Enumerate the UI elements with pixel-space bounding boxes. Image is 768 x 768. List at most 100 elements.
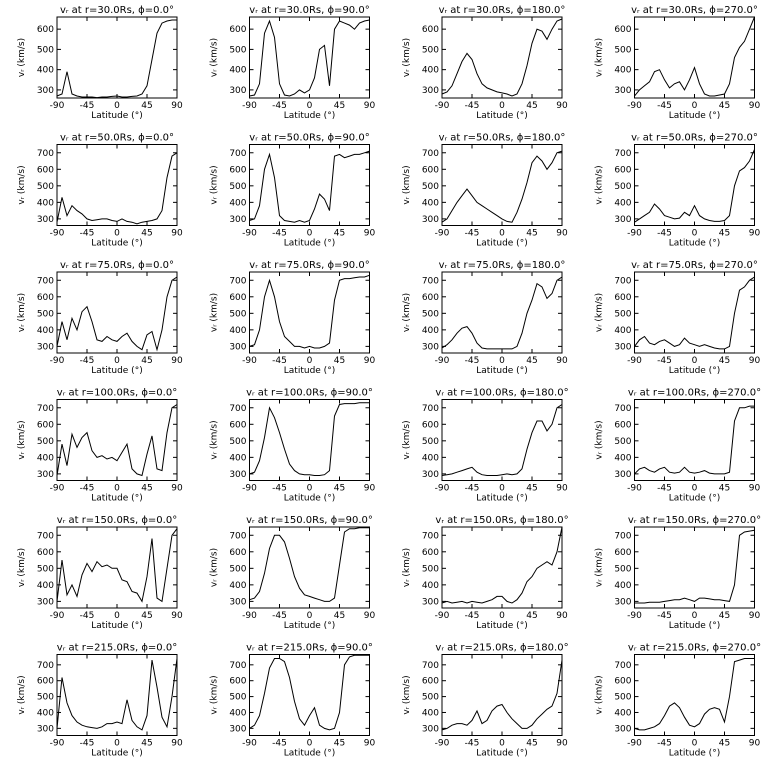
x-tick-label: -90 <box>435 101 450 111</box>
y-tick-label: 600 <box>229 420 246 430</box>
y-tick-label: 500 <box>37 437 54 447</box>
y-tick-label: 400 <box>37 708 54 718</box>
data-line <box>634 149 755 223</box>
y-tick-label: 600 <box>422 548 439 558</box>
x-tick-label: -45 <box>272 229 287 239</box>
chart-title: vᵣ at r=50.0Rs, ϕ=180.0° <box>439 133 566 144</box>
data-line <box>249 150 370 223</box>
x-tick-label: -90 <box>242 356 257 366</box>
x-tick-label: 0 <box>307 356 313 366</box>
chart-title: vᵣ at r=75.0Rs, ϕ=180.0° <box>439 260 566 271</box>
y-axis-label: vᵣ (km/s) <box>210 548 220 587</box>
y-tick-label: 600 <box>422 165 439 175</box>
x-axis-label: Latitude (°) <box>476 366 527 376</box>
y-tick-label: 600 <box>37 420 54 430</box>
y-axis-label: vᵣ (km/s) <box>595 293 605 332</box>
x-tick-label: 0 <box>692 101 698 111</box>
y-tick-label: 700 <box>229 404 246 414</box>
y-tick-label: 500 <box>614 309 631 319</box>
y-tick-label: 700 <box>229 531 246 541</box>
x-tick-label: 90 <box>364 229 376 239</box>
x-axis-label: Latitude (°) <box>91 621 142 631</box>
y-tick-label: 600 <box>422 25 439 35</box>
y-tick-label: 700 <box>614 404 631 414</box>
x-tick-label: 0 <box>499 229 505 239</box>
y-tick-label: 300 <box>614 597 631 607</box>
x-tick-label: -45 <box>465 356 480 366</box>
x-tick-label: 0 <box>692 739 698 749</box>
chart-title: vᵣ at r=150.0Rs, ϕ=0.0° <box>57 515 177 526</box>
x-axis-label: Latitude (°) <box>669 366 720 376</box>
x-tick-label: -90 <box>627 611 642 621</box>
y-axis-label: vᵣ (km/s) <box>595 38 605 77</box>
x-axis-label: Latitude (°) <box>476 111 527 121</box>
y-tick-label: 400 <box>229 326 246 336</box>
chart-title: vᵣ at r=215.0Rs, ϕ=180.0° <box>435 643 568 654</box>
plot-frame <box>441 271 563 354</box>
x-axis-label: Latitude (°) <box>476 494 527 504</box>
y-tick-label: 600 <box>614 420 631 430</box>
x-tick-label: 0 <box>692 356 698 366</box>
y-tick-label: 500 <box>37 309 54 319</box>
chart-title: vᵣ at r=100.0Rs, ϕ=270.0° <box>628 388 761 399</box>
x-tick-label: 90 <box>171 101 183 111</box>
data-line <box>56 528 178 603</box>
y-tick-label: 300 <box>229 86 246 96</box>
y-tick-label: 300 <box>422 724 439 734</box>
chart-title: vᵣ at r=30.0Rs, ϕ=90.0° <box>249 5 369 16</box>
data-line <box>249 402 370 476</box>
chart-title: vᵣ at r=215.0Rs, ϕ=270.0° <box>628 643 761 654</box>
x-axis-label: Latitude (°) <box>91 239 142 249</box>
data-line <box>441 150 563 223</box>
x-tick-label: -45 <box>657 484 672 494</box>
x-tick-label: -90 <box>242 739 257 749</box>
y-tick-label: 600 <box>37 677 54 687</box>
chart-title: vᵣ at r=30.0Rs, ϕ=180.0° <box>439 5 566 16</box>
x-tick-label: -45 <box>657 101 672 111</box>
y-tick-label: 700 <box>37 276 54 286</box>
y-tick-label: 300 <box>422 470 439 480</box>
y-tick-label: 500 <box>37 45 54 55</box>
y-tick-label: 500 <box>37 564 54 574</box>
chart-title: vᵣ at r=75.0Rs, ϕ=90.0° <box>249 260 369 271</box>
y-tick-label: 500 <box>614 182 631 192</box>
x-tick-label: 0 <box>307 229 313 239</box>
y-tick-label: 300 <box>229 342 246 352</box>
y-tick-label: 400 <box>229 198 246 208</box>
x-tick-label: 0 <box>114 484 120 494</box>
y-tick-label: 300 <box>37 597 54 607</box>
x-tick-label: -45 <box>80 101 95 111</box>
chart-title: vᵣ at r=30.0Rs, ϕ=270.0° <box>631 5 758 16</box>
x-tick-label: 0 <box>499 739 505 749</box>
y-tick-label: 400 <box>422 453 439 463</box>
y-tick-label: 300 <box>37 86 54 96</box>
y-tick-label: 500 <box>229 693 246 703</box>
y-axis-label: vᵣ (km/s) <box>595 420 605 459</box>
plot-frame <box>249 16 370 99</box>
y-axis-label: vᵣ (km/s) <box>210 165 220 204</box>
y-tick-label: 300 <box>614 215 631 225</box>
x-tick-label: -45 <box>80 611 95 621</box>
y-tick-label: 600 <box>422 293 439 303</box>
chart-title: vᵣ at r=215.0Rs, ϕ=0.0° <box>57 643 177 654</box>
x-tick-label: -45 <box>80 739 95 749</box>
x-tick-label: 0 <box>307 484 313 494</box>
x-tick-label: 90 <box>171 739 183 749</box>
y-tick-label: 700 <box>422 404 439 414</box>
y-tick-label: 300 <box>422 342 439 352</box>
y-tick-label: 600 <box>37 25 54 35</box>
plot-frame <box>634 654 755 736</box>
plot-frame <box>441 526 563 609</box>
y-tick-label: 700 <box>422 661 439 671</box>
x-axis-label: Latitude (°) <box>284 749 335 759</box>
y-tick-label: 700 <box>614 276 631 286</box>
y-tick-label: 500 <box>229 309 246 319</box>
y-tick-label: 300 <box>614 724 631 734</box>
y-tick-label: 300 <box>229 724 246 734</box>
y-tick-label: 500 <box>614 437 631 447</box>
y-tick-label: 400 <box>614 326 631 336</box>
x-tick-label: 45 <box>526 229 537 239</box>
data-line <box>56 19 177 99</box>
y-tick-label: 700 <box>37 404 54 414</box>
data-line <box>441 18 563 97</box>
